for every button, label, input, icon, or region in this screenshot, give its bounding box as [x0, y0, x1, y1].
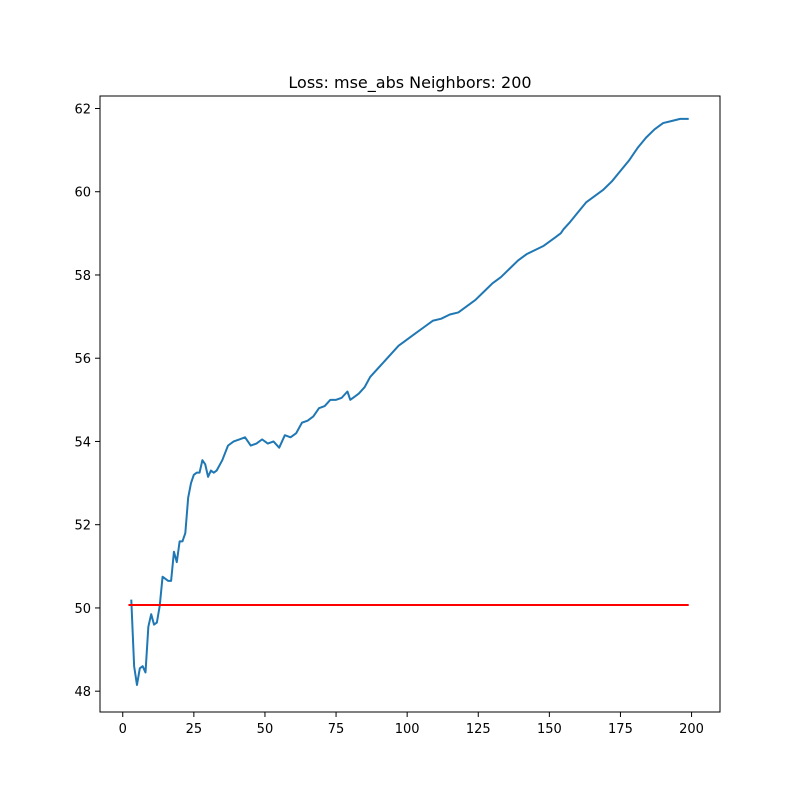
y-tick-label: 54	[74, 435, 91, 450]
x-tick-label: 50	[257, 722, 274, 737]
x-tick-label: 125	[466, 722, 491, 737]
x-tick-label: 100	[395, 722, 420, 737]
x-tick-label: 25	[186, 722, 203, 737]
y-tick-label: 60	[74, 186, 91, 201]
y-tick-label: 56	[74, 352, 91, 367]
axes-frame	[99, 95, 721, 713]
y-tick-label: 62	[74, 102, 91, 117]
x-tick-label: 200	[679, 722, 704, 737]
x-tick-label: 175	[608, 722, 633, 737]
chart-title: Loss: mse_abs Neighbors: 200	[288, 73, 531, 93]
series-layer	[128, 117, 689, 686]
x-tick-label: 75	[328, 722, 345, 737]
y-axis: 48 50 52 54 56 58 60 62	[74, 102, 100, 700]
y-tick-label: 52	[74, 519, 91, 534]
y-tick-label: 48	[74, 685, 91, 700]
y-tick-label: 58	[74, 269, 91, 284]
series-line-1	[130, 117, 689, 686]
y-tick-label: 50	[74, 602, 91, 617]
x-tick-label: 150	[537, 722, 562, 737]
x-tick-label: 0	[119, 722, 127, 737]
x-axis: 0 25 50 75 100 125 150 175 200	[119, 712, 704, 737]
